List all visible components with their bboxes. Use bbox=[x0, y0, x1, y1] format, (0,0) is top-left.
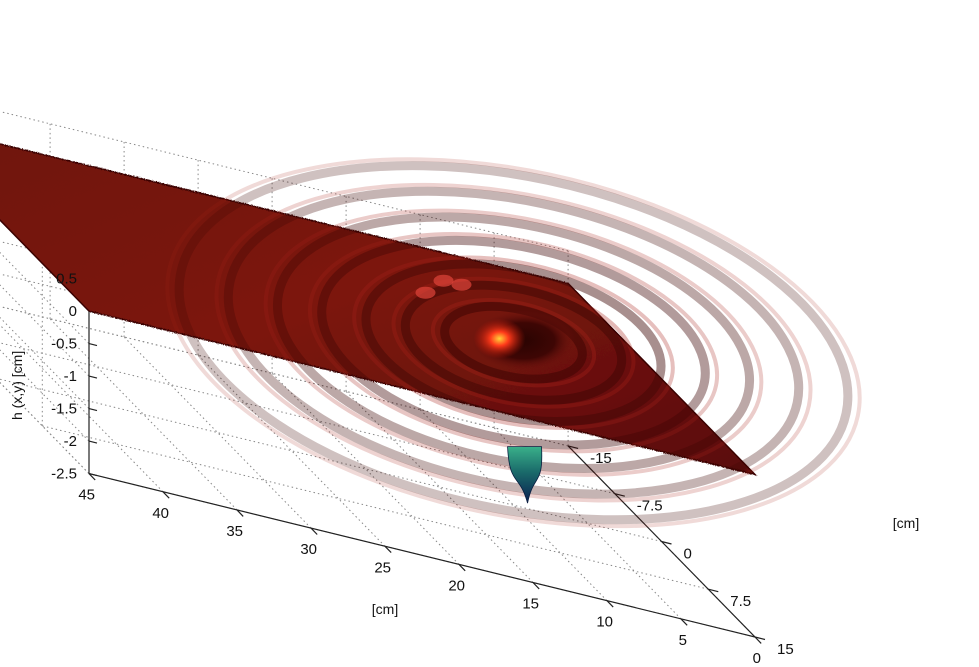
ripple-ring bbox=[317, 235, 710, 450]
y-tick-label: -15 bbox=[590, 450, 612, 467]
z-tick-label: 0.5 bbox=[56, 271, 77, 288]
floor-grid-line bbox=[42, 425, 709, 590]
y-tick-label: 15 bbox=[777, 641, 794, 658]
x-tick-mark bbox=[680, 618, 688, 626]
x-tick-label: 15 bbox=[522, 596, 539, 613]
y-tick-mark bbox=[614, 493, 625, 497]
vortex-core bbox=[507, 446, 543, 504]
x-tick-label: 40 bbox=[152, 505, 169, 522]
z-tick-mark bbox=[88, 375, 98, 379]
y-tick-label: 7.5 bbox=[730, 593, 751, 610]
ripple-ring bbox=[352, 255, 675, 430]
x-tick-mark bbox=[384, 545, 392, 554]
x-tick-mark bbox=[606, 600, 614, 608]
y-tick-mark bbox=[708, 588, 719, 593]
ripple-ring bbox=[391, 276, 636, 409]
x-tick-mark bbox=[162, 491, 170, 499]
ripple-highlight bbox=[415, 286, 436, 299]
x-tick-mark bbox=[458, 563, 466, 572]
ripple-ring bbox=[400, 280, 627, 405]
y-tick-label: -7.5 bbox=[637, 498, 663, 515]
ripple-ring bbox=[165, 157, 862, 529]
surface-plane bbox=[0, 143, 758, 476]
water-surface bbox=[0, 143, 862, 529]
back-wall-grid-line bbox=[0, 306, 569, 447]
x-tick-mark bbox=[754, 636, 762, 644]
ripple-ring bbox=[307, 232, 720, 454]
z-tick-mark bbox=[88, 408, 98, 412]
ripple-ring bbox=[223, 186, 804, 499]
x-axis-line bbox=[88, 473, 756, 638]
x-tick-label: 35 bbox=[226, 523, 243, 540]
x-tick-mark bbox=[310, 527, 318, 535]
z-tick-mark bbox=[88, 343, 98, 347]
ripple-ring bbox=[214, 182, 813, 503]
floor-grid-line bbox=[49, 318, 238, 511]
x-tick-label: 20 bbox=[448, 577, 465, 594]
x-tick-label: 25 bbox=[374, 559, 391, 576]
z-axis-label: h (x,y) [cm] bbox=[9, 351, 25, 420]
floor-grid-line bbox=[0, 342, 615, 495]
z-tick-label: -2 bbox=[64, 433, 77, 450]
floor-grid-line bbox=[0, 378, 662, 542]
ripple-highlight bbox=[433, 274, 454, 287]
ripple-ring bbox=[440, 301, 587, 384]
ripple-ring bbox=[263, 208, 764, 477]
z-tick-label: 0 bbox=[69, 303, 77, 320]
z-tick-label: -2.5 bbox=[51, 466, 77, 483]
ripple-ring bbox=[272, 212, 755, 473]
x-axis-label: [cm] bbox=[372, 601, 398, 617]
ripple-ring bbox=[174, 161, 853, 525]
axis-ticks: 0 5 10 15 20 25 30 35 40 45 -15 -7.5 0 7.5 15 0.5 0 -0.5 -… bbox=[51, 271, 794, 667]
y-tick-mark bbox=[567, 445, 579, 449]
ripple-ring bbox=[430, 298, 597, 388]
z-tick-label: -0.5 bbox=[51, 336, 77, 353]
y-tick-mark bbox=[754, 636, 766, 641]
ripple-ring bbox=[361, 259, 666, 427]
x-tick-label: 5 bbox=[679, 632, 687, 649]
y-tick-label: 0 bbox=[684, 546, 692, 563]
back-wall-grid-line bbox=[0, 111, 569, 252]
x-tick-label: 30 bbox=[300, 541, 317, 558]
ripple-highlight bbox=[451, 278, 472, 291]
x-tick-mark bbox=[236, 509, 244, 517]
x-tick-label: 0 bbox=[753, 650, 761, 667]
z-tick-mark bbox=[88, 473, 98, 477]
y-axis-label: [cm] bbox=[893, 515, 919, 531]
x-tick-label: 45 bbox=[78, 487, 95, 504]
z-tick-mark bbox=[88, 440, 98, 444]
x-tick-label: 10 bbox=[596, 614, 613, 631]
z-tick-label: -1.5 bbox=[51, 401, 77, 418]
z-tick-label: -1 bbox=[64, 368, 77, 385]
x-tick-mark bbox=[532, 582, 540, 590]
y-tick-mark bbox=[661, 540, 672, 545]
vortex-highlight bbox=[473, 318, 526, 359]
x-tick-mark bbox=[88, 473, 96, 481]
